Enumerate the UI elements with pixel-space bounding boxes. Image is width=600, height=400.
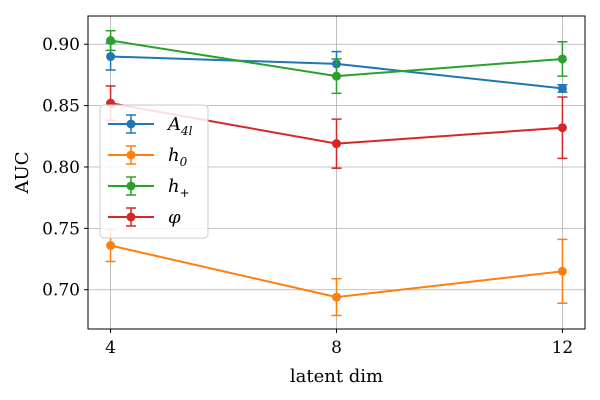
ticks: 0.70 0.75 0.80 0.85 0.90 4 8 12 <box>42 35 573 358</box>
legend-item-h_+: h+ <box>108 176 190 200</box>
data-point <box>106 241 116 251</box>
legend-label: h+ <box>168 176 190 200</box>
legend-label-main: A <box>166 114 181 135</box>
legend-marker <box>126 212 136 222</box>
data-point <box>557 266 567 276</box>
series-h_0 <box>105 228 568 317</box>
series-h_+ <box>105 29 568 95</box>
data-point <box>557 83 567 93</box>
legend-box <box>99 104 209 239</box>
legend-label-main: h <box>168 145 180 166</box>
y-tick-label: 0.85 <box>42 97 80 117</box>
legend-label-subscript: 0 <box>180 155 188 169</box>
x-tick-label: 8 <box>331 338 342 358</box>
data-point <box>332 139 341 149</box>
legend-label-main: φ <box>168 207 181 228</box>
y-tick-label: 0.75 <box>42 219 80 239</box>
legend-label: h0 <box>168 145 188 169</box>
legend-marker <box>126 150 136 160</box>
y-axis-label: AUC <box>12 152 33 195</box>
x-axis-label: latent dim <box>290 366 383 387</box>
data-point <box>106 52 116 62</box>
y-tick-label: 0.80 <box>42 158 80 178</box>
data-point <box>557 54 567 64</box>
legend-label-subscript: 4l <box>180 124 193 138</box>
data-point <box>106 36 116 46</box>
data-point <box>557 123 567 133</box>
legend-label: φ <box>168 207 181 228</box>
legend-label-main: h <box>168 176 180 197</box>
data-point <box>332 292 341 302</box>
data-point <box>332 71 341 81</box>
legend-label: A4l <box>166 114 193 138</box>
legend-item-h_0: h0 <box>108 145 188 169</box>
legend-marker <box>126 181 136 191</box>
legend-marker <box>126 119 136 129</box>
x-tick-label: 4 <box>105 338 116 358</box>
y-tick-label: 0.90 <box>42 35 80 55</box>
series-layer <box>105 29 568 317</box>
x-tick-label: 12 <box>552 338 574 358</box>
legend-item-phi: φ <box>108 207 181 228</box>
y-tick-label: 0.70 <box>42 281 80 301</box>
legend-label-subscript: + <box>180 186 190 200</box>
legend-item-A_4l: A4l <box>108 114 193 138</box>
